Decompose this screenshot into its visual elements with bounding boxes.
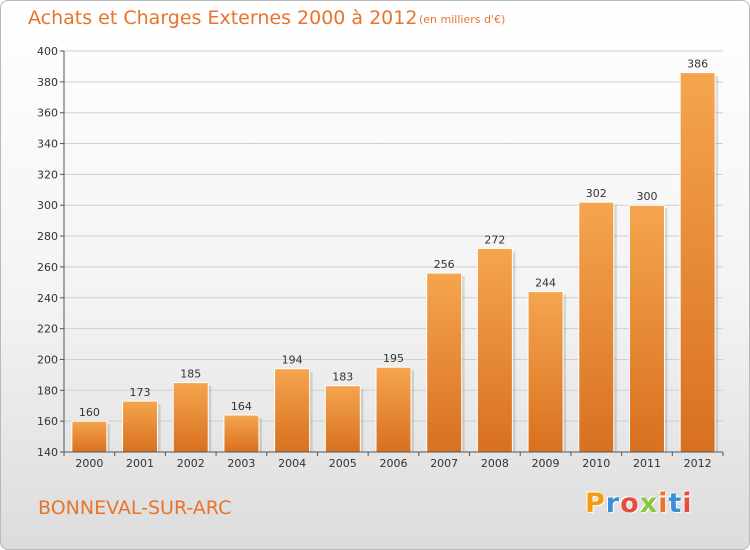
x-tick-label: 2009	[532, 457, 560, 470]
x-tick-label: 2005	[329, 457, 357, 470]
bar-value-label: 185	[180, 368, 201, 381]
y-tick-label: 200	[37, 353, 58, 366]
y-tick-label: 240	[37, 292, 58, 305]
labels: 140 160 180 200 220 240 260 280 300 320 340 360 380 4…	[37, 45, 712, 470]
y-tick-label: 380	[37, 76, 58, 89]
logo-letter: r	[605, 488, 621, 519]
bar-2010	[578, 201, 615, 453]
x-tick-label: 2002	[177, 457, 205, 470]
logo-letter: i	[658, 488, 669, 519]
bar-value-label: 183	[332, 371, 353, 384]
bar-2008	[476, 247, 513, 453]
bars	[71, 72, 719, 453]
y-tick-label: 300	[37, 199, 58, 212]
x-tick-label: 2007	[430, 457, 458, 470]
x-tick-label: 2012	[684, 457, 712, 470]
bar-value-label: 272	[484, 233, 505, 246]
logo-letter: x	[639, 488, 659, 519]
y-tick-label: 160	[37, 415, 58, 428]
y-tick-label: 180	[37, 384, 58, 397]
bar-2003	[223, 414, 260, 453]
proxiti-logo[interactable]: Proxiti	[585, 488, 693, 519]
x-tick-label: 2000	[75, 457, 103, 470]
chart-subtitle: (en milliers d'€)	[419, 13, 506, 26]
y-tick-label: 340	[37, 138, 58, 151]
bar-value-label: 173	[130, 386, 151, 399]
x-tick-label: 2008	[481, 457, 509, 470]
y-tick-label: 360	[37, 107, 58, 120]
x-tick-label: 2011	[633, 457, 661, 470]
x-tick-label: 2006	[380, 457, 408, 470]
logo-letter: t	[668, 488, 683, 519]
commune-name: BONNEVAL-SUR-ARC	[38, 497, 232, 519]
bar-value-label: 194	[282, 354, 303, 367]
x-tick-label: 2010	[582, 457, 610, 470]
x-tick-label: 2001	[126, 457, 154, 470]
logo-letter: P	[585, 488, 606, 519]
bar-2012	[679, 72, 716, 453]
bar-value-label: 302	[586, 187, 607, 200]
bar-2006	[375, 366, 412, 453]
bar-value-label: 160	[79, 406, 100, 419]
y-tick-label: 220	[37, 323, 58, 336]
bar-2009	[527, 291, 564, 453]
chart-title: Achats et Charges Externes 2000 à 2012	[28, 7, 418, 29]
axes	[60, 50, 724, 456]
bar-value-label: 300	[636, 190, 657, 203]
y-tick-label: 400	[37, 45, 58, 58]
bar-2002	[172, 382, 209, 453]
logo-letter: o	[620, 488, 640, 519]
bar-2004	[274, 368, 311, 453]
y-tick-label: 140	[37, 446, 58, 459]
x-tick-label: 2004	[278, 457, 306, 470]
y-tick-label: 280	[37, 230, 58, 243]
bar-2011	[628, 204, 665, 453]
bar-value-label: 256	[434, 258, 455, 271]
bar-2001	[122, 400, 159, 453]
bar-2005	[324, 385, 361, 453]
bar-value-label: 195	[383, 352, 404, 365]
bar-value-label: 244	[535, 277, 556, 290]
bar-2000	[71, 420, 108, 453]
logo-letter: i	[682, 488, 693, 519]
bar-2007	[426, 272, 463, 453]
bar-value-label: 164	[231, 400, 252, 413]
y-tick-label: 320	[37, 168, 58, 181]
x-tick-label: 2003	[227, 457, 255, 470]
bar-value-label: 386	[687, 58, 708, 71]
y-tick-label: 260	[37, 261, 58, 274]
